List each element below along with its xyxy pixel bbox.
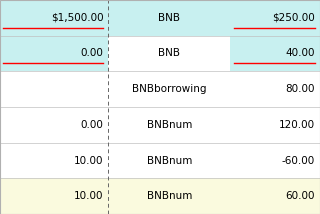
- Text: BNBnum: BNBnum: [147, 191, 192, 201]
- Bar: [0, 0, 108, 36]
- Text: BNBnum: BNBnum: [147, 120, 192, 130]
- Text: 80.00: 80.00: [286, 84, 315, 94]
- Bar: [0, 107, 108, 143]
- Bar: [230, 178, 320, 214]
- Bar: [0, 143, 108, 178]
- Text: 10.00: 10.00: [74, 156, 103, 165]
- Text: -60.00: -60.00: [282, 156, 315, 165]
- Text: $1,500.00: $1,500.00: [51, 13, 103, 23]
- Text: BNBnum: BNBnum: [147, 156, 192, 165]
- Bar: [0, 36, 108, 71]
- Text: 40.00: 40.00: [286, 49, 315, 58]
- Bar: [0, 71, 108, 107]
- Bar: [108, 107, 230, 143]
- Bar: [108, 36, 230, 71]
- Text: BNB: BNB: [158, 13, 180, 23]
- Bar: [230, 107, 320, 143]
- Bar: [108, 178, 230, 214]
- Text: 10.00: 10.00: [74, 191, 103, 201]
- Text: $250.00: $250.00: [272, 13, 315, 23]
- Text: 60.00: 60.00: [286, 191, 315, 201]
- Bar: [230, 36, 320, 71]
- Bar: [230, 143, 320, 178]
- Bar: [108, 71, 230, 107]
- Text: BNB: BNB: [158, 49, 180, 58]
- Bar: [108, 0, 230, 36]
- Bar: [108, 143, 230, 178]
- Text: 0.00: 0.00: [81, 120, 103, 130]
- Text: 0.00: 0.00: [81, 49, 103, 58]
- Text: BNBborrowing: BNBborrowing: [132, 84, 206, 94]
- Text: 120.00: 120.00: [279, 120, 315, 130]
- Bar: [230, 71, 320, 107]
- Bar: [0, 178, 108, 214]
- Bar: [230, 0, 320, 36]
